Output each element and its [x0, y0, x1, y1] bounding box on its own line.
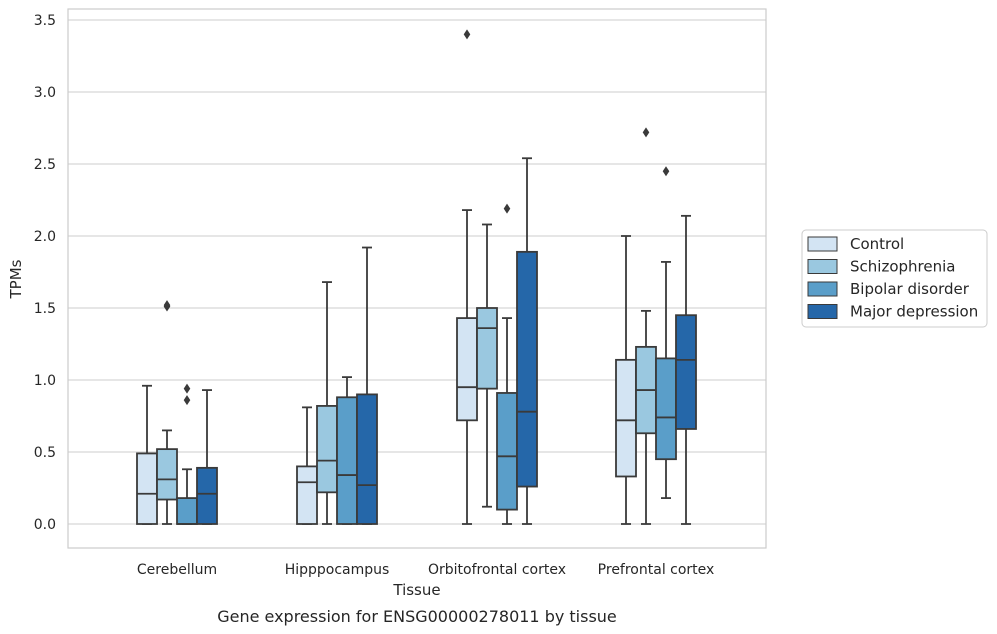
- legend-label: Schizophrenia: [850, 258, 955, 276]
- legend-label: Control: [850, 235, 904, 253]
- x-tick-labels: Cerebellum Hipppocampus Orbitofrontal cort…: [137, 562, 714, 578]
- box-iqr: [516, 250, 538, 488]
- box: [176, 383, 198, 525]
- x-tick-label: Orbitofrontal cortex: [428, 562, 566, 578]
- legend-swatch: [807, 259, 838, 274]
- box: [496, 203, 518, 525]
- outlier-point: [183, 383, 191, 394]
- box-iqr: [316, 405, 338, 494]
- x-tick-label: Cerebellum: [137, 562, 217, 578]
- y-tick-label: 0.0: [34, 517, 56, 533]
- box-groups: [136, 29, 697, 525]
- box-iqr: [336, 396, 358, 525]
- box: [356, 246, 378, 525]
- box: [136, 384, 158, 525]
- box: [316, 281, 338, 525]
- box: [476, 223, 498, 508]
- legend-frame: [801, 229, 988, 328]
- box: [516, 157, 538, 525]
- box-iqr: [196, 466, 218, 525]
- box-iqr: [176, 497, 198, 525]
- legend: Control Schizophrenia Bipolar disorder Majo…: [801, 229, 988, 328]
- legend-swatch: [807, 281, 838, 297]
- box-iqr: [456, 317, 478, 422]
- outlier-point: [662, 166, 670, 177]
- legend-item: Control: [807, 235, 904, 253]
- box-iqr: [496, 392, 518, 511]
- box-iqr: [296, 465, 318, 525]
- outlier-point: [642, 127, 650, 138]
- outlier-point: [503, 203, 511, 214]
- legend-label: Bipolar disorder: [850, 280, 970, 298]
- box: [655, 166, 677, 499]
- legend-item: Major depression: [807, 303, 978, 321]
- box: [456, 29, 478, 525]
- x-tick-label: Prefrontal cortex: [598, 562, 715, 578]
- y-tick-label: 2.5: [34, 157, 56, 173]
- legend-item: Bipolar disorder: [807, 280, 970, 298]
- y-tick-label: 3.5: [34, 13, 56, 29]
- chart-caption: Gene expression for ENSG00000278011 by t…: [217, 607, 617, 626]
- box-iqr: [476, 307, 498, 390]
- box: [635, 127, 657, 525]
- box: [336, 376, 358, 525]
- legend-item: Schizophrenia: [807, 258, 955, 276]
- y-tick-label: 1.0: [34, 373, 56, 389]
- box-iqr: [615, 358, 637, 478]
- y-tick-labels: 0.0 0.5 1.0 1.5 2.0 2.5 3.0 3.5: [34, 13, 56, 533]
- outlier-point: [183, 395, 191, 406]
- box-group: [615, 127, 697, 525]
- box-group: [456, 29, 538, 525]
- y-tick-label: 2.0: [34, 229, 56, 245]
- outlier-point: [163, 300, 171, 311]
- box: [156, 300, 178, 525]
- box: [296, 406, 318, 525]
- box: [196, 389, 218, 525]
- legend-label: Major depression: [850, 303, 978, 321]
- box: [675, 214, 697, 525]
- x-axis-label: Tissue: [392, 581, 440, 599]
- box-iqr: [675, 314, 697, 430]
- plot-frame: [67, 8, 767, 549]
- y-tick-label: 1.5: [34, 301, 56, 317]
- legend-swatch: [807, 236, 838, 252]
- box: [615, 235, 637, 525]
- outlier-point: [463, 29, 471, 40]
- box-group: [296, 246, 378, 525]
- box-iqr: [655, 357, 677, 461]
- gridlines: [68, 19, 766, 525]
- box-group: [136, 300, 218, 525]
- box-iqr: [156, 448, 178, 501]
- legend-swatch: [807, 304, 838, 319]
- box-iqr: [356, 393, 378, 525]
- y-axis-label: TPMs: [7, 259, 25, 299]
- box-iqr: [136, 452, 158, 525]
- x-tick-label: Hipppocampus: [285, 562, 390, 578]
- y-tick-label: 3.0: [34, 85, 56, 101]
- y-tick-label: 0.5: [34, 445, 56, 461]
